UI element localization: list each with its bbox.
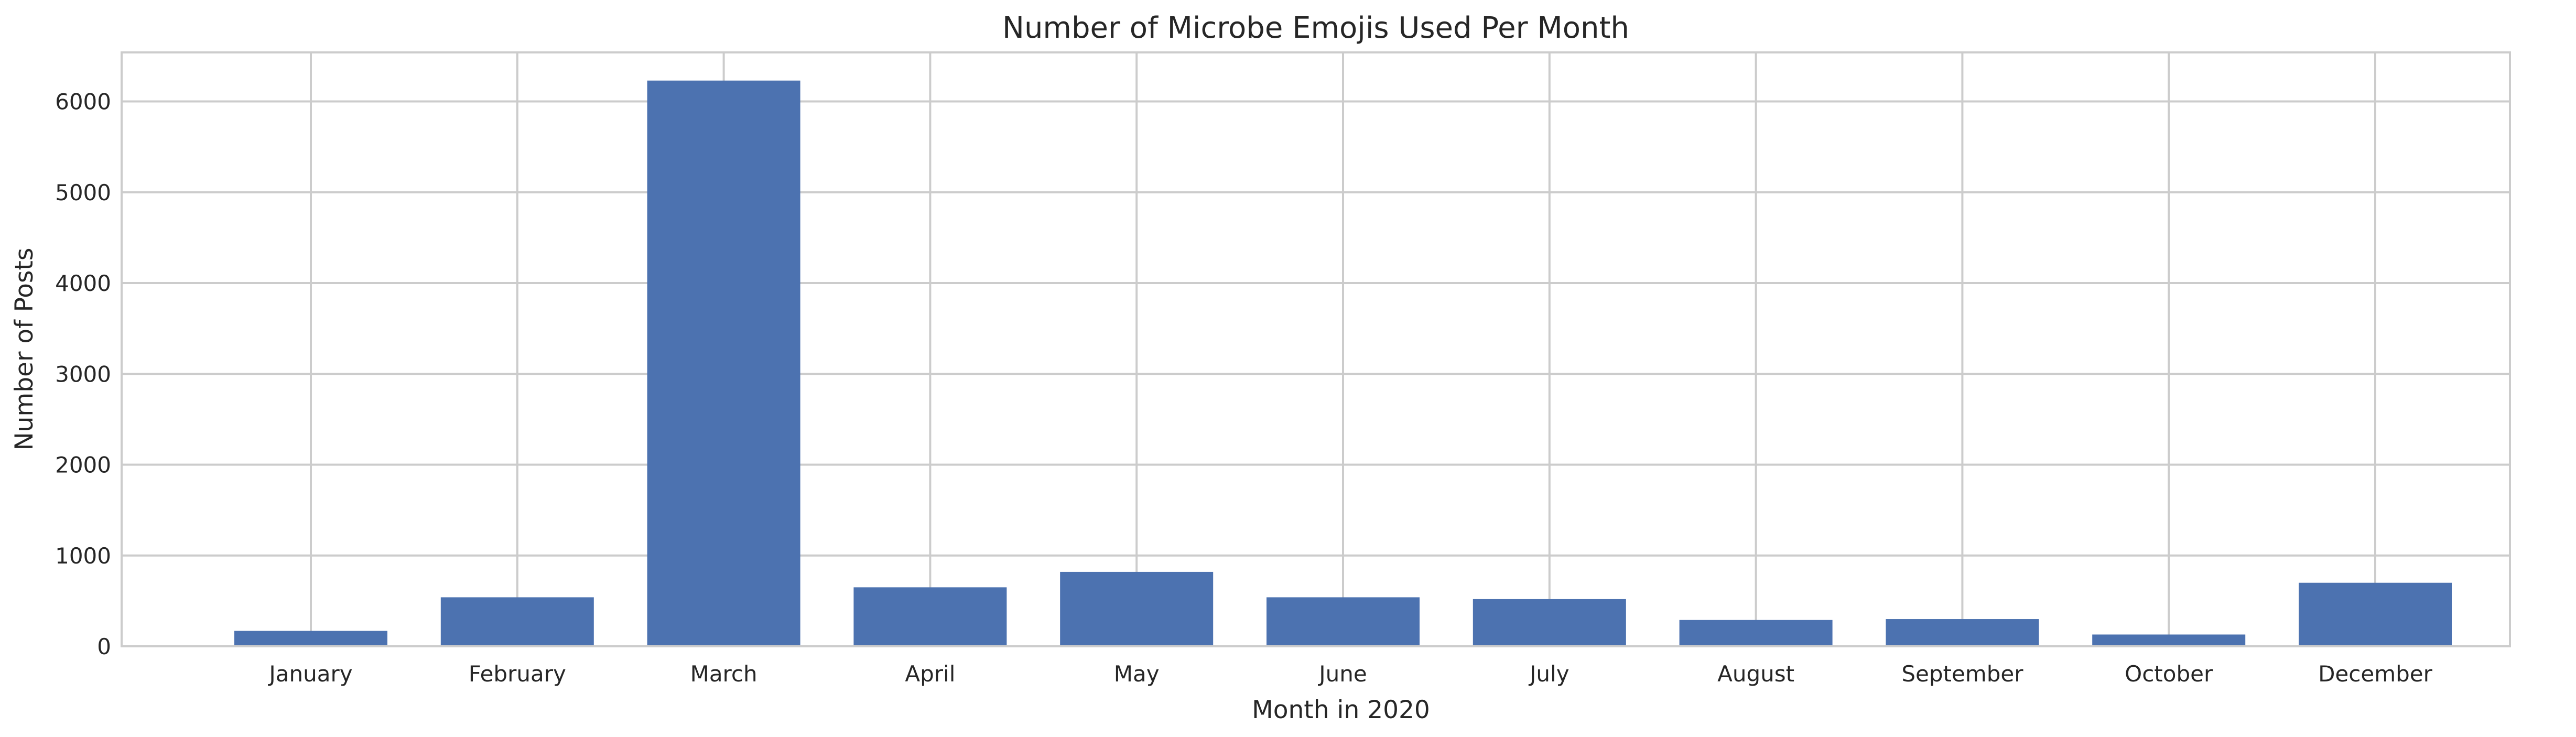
y-tick-label: 2000 xyxy=(55,452,111,478)
grid-lines xyxy=(122,52,2510,647)
y-tick-label: 6000 xyxy=(55,89,111,115)
bar-may xyxy=(1060,571,1214,646)
x-tick-label: May xyxy=(1114,661,1160,687)
bar-february xyxy=(440,597,594,646)
x-tick-label: June xyxy=(1317,661,1367,687)
x-tick-label: October xyxy=(2125,661,2213,687)
bar-july xyxy=(1473,599,1626,646)
plot-frame xyxy=(121,51,2511,647)
y-tick-label: 3000 xyxy=(55,361,111,387)
y-tick-label: 1000 xyxy=(55,543,111,569)
bars xyxy=(234,80,2452,647)
bar-january xyxy=(234,631,387,646)
bar-october xyxy=(2092,634,2246,646)
y-tick-label: 0 xyxy=(97,634,111,659)
y-tick-label: 4000 xyxy=(55,270,111,296)
x-tick-label: September xyxy=(1901,661,2023,687)
bar-december xyxy=(2299,582,2452,646)
bar-june xyxy=(1267,597,1420,646)
x-tick-label: December xyxy=(2318,661,2433,687)
x-tick-label: August xyxy=(1717,661,1794,687)
y-tick-label: 5000 xyxy=(55,180,111,205)
x-tick-labels: January February March April May June July Augu… xyxy=(267,661,2432,687)
bar-august xyxy=(1679,620,1833,646)
x-axis-label: Month in 2020 xyxy=(1252,696,1430,724)
x-tick-label: January xyxy=(267,661,352,687)
x-tick-label: February xyxy=(469,661,566,687)
bar-september xyxy=(1886,619,2039,646)
bar-april xyxy=(853,587,1007,646)
x-tick-label: April xyxy=(905,661,955,687)
bar-march xyxy=(647,80,800,647)
x-tick-label: March xyxy=(690,661,757,687)
y-axis-label: Number of Posts xyxy=(10,248,39,451)
chart-title: Number of Microbe Emojis Used Per Month xyxy=(1002,11,1629,45)
y-tick-labels: 0 1000 2000 3000 4000 5000 6000 xyxy=(55,89,111,659)
x-tick-label: July xyxy=(1528,661,1570,687)
